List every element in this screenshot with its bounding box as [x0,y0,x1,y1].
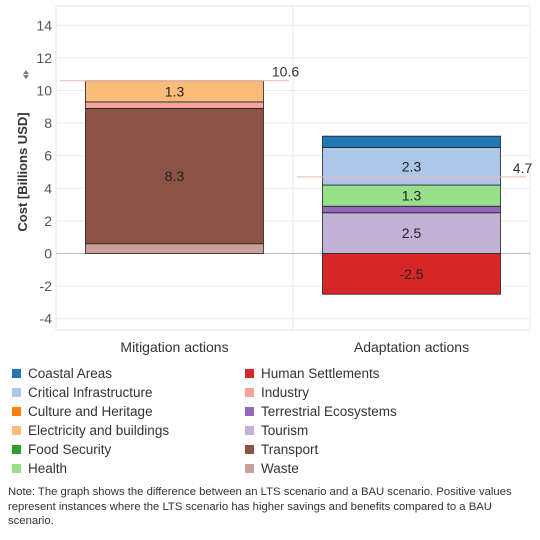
legend-swatch [245,407,254,416]
legend-item: Human Settlements [245,364,397,383]
legend-item: Electricity and buildings [12,421,169,440]
y-tick-label: 10 [36,83,52,99]
legend-swatch [245,426,254,435]
legend-label: Human Settlements [261,366,380,381]
legend-item: Food Security [12,440,169,459]
y-tick-label: 4 [44,180,52,196]
legend-label: Transport [261,442,319,457]
total-label: 4.7 [513,160,533,176]
legend-label: Tourism [261,423,309,438]
y-tick-label: -4 [40,311,53,327]
legend-swatch [12,445,21,454]
legend-swatch [12,464,21,473]
y-tick-label: 8 [44,115,52,131]
total-label: 10.6 [272,64,299,80]
bar-segment-terrestrial-ecosystems [322,205,501,214]
y-axis-label: Cost [Billions USD] [15,112,30,231]
data-label: -2.5 [399,266,423,282]
y-tick-label: -2 [40,278,53,294]
legend-label: Critical Infrastructure [28,385,153,400]
legend-column-left: Coastal Areas Critical Infrastructure Cult… [12,364,169,478]
legend-column-right: Human Settlements Industry Terrestrial Eco… [245,364,397,478]
legend-item: Industry [245,383,397,402]
legend-swatch [12,388,21,397]
legend-item: Coastal Areas [12,364,169,383]
legend-item: Critical Infrastructure [12,383,169,402]
bar-segment-waste [85,243,264,254]
bar-segment-coastal-areas [322,135,501,148]
data-label: 8.3 [165,168,185,184]
legend-item: Terrestrial Ecosystems [245,402,397,421]
data-label: 1.3 [165,83,185,99]
legend-swatch [245,464,254,473]
data-label: 2.3 [402,158,422,174]
stacked-bar-chart: -4 -2 0 2 4 6 8 10 12 14 Cost [Billions USD] 8.3 1.3… [15,5,533,355]
y-tick-label: 6 [44,148,52,164]
category-label: Adaptation actions [354,339,469,355]
y-tick-label: 12 [36,50,52,66]
y-tick-label: 2 [44,213,52,229]
legend-label: Industry [261,385,310,400]
legend-swatch [12,407,21,416]
bar-segment-tourism [322,212,501,254]
y-tick-label: 0 [44,246,52,262]
bar-segment-critical-infrastructure [322,147,501,186]
bar-segment-transport [85,108,264,245]
legend-label: Electricity and buildings [28,423,170,438]
legend-item: Waste [245,459,397,478]
chart-note: Note: The graph shows the difference bet… [8,486,512,527]
legend-item: Culture and Heritage [12,402,169,421]
bar-segment-industry [85,101,264,109]
sort-icon [23,70,29,80]
legend-item: Transport [245,440,397,459]
legend-item: Health [12,459,169,478]
legend-swatch [12,369,21,378]
legend-swatch [245,388,254,397]
legend-swatch [245,445,254,454]
legend-label: Waste [261,461,299,476]
legend-label: Terrestrial Ecosystems [261,404,397,419]
legend-label: Coastal Areas [28,366,113,381]
legend-swatch [12,426,21,435]
y-tick-label: 14 [36,17,52,33]
bar-segment-human-settlements [322,253,501,295]
legend-item: Tourism [245,421,397,440]
data-label: 1.3 [402,188,422,204]
legend-swatch [245,369,254,378]
data-label: 2.5 [402,225,422,241]
legend-label: Food Security [28,442,112,457]
category-label: Mitigation actions [120,339,228,355]
legend-label: Health [28,461,68,476]
legend-label: Culture and Heritage [28,404,153,419]
